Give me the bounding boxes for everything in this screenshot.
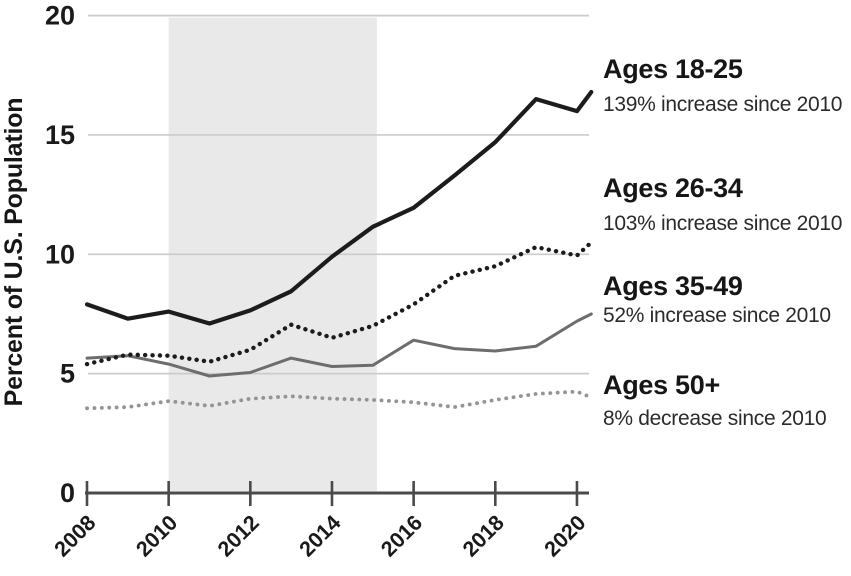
x-tick-label-2018: 2018 [458,511,509,562]
y-tick-label-5: 5 [60,359,75,389]
legend-annotation-ages-26-34: 103% increase since 2010 [603,212,843,236]
legend-label-ages-26-34: Ages 26-34 [603,173,743,203]
x-tick-label-2020: 2020 [540,511,591,562]
y-tick-label-10: 10 [45,239,75,269]
legend-label-ages-18-25: Ages 18-25 [603,54,743,84]
legend-entry-ages-35-49: Ages 35-49 52% increase since 2010 [603,272,851,327]
series-line-ages-50- [85,389,594,411]
series-line-ages-35-49 [85,312,593,378]
y-tick-label-15: 15 [45,120,75,150]
y-tick-label-0: 0 [60,478,75,508]
legend-entry-ages-18-25: Ages 18-25 139% increase since 2010 [603,55,851,116]
legend-annotation-ages-18-25: 139% increase since 2010 [603,93,843,117]
x-tick-label-2016: 2016 [376,511,427,562]
legend-annotation-ages-35-49: 52% increase since 2010 [603,304,831,328]
y-axis-title: Percent of U.S. Population [0,98,28,407]
y-tick-label-20: 20 [45,1,75,31]
legend-label-ages-50-plus: Ages 50+ [603,370,720,400]
series-line-ages-26-34 [84,240,594,367]
x-tick-label-2010: 2010 [131,511,182,562]
legend-label-ages-35-49: Ages 35-49 [603,271,743,301]
x-tick-label-2014: 2014 [295,511,346,562]
legend-entry-ages-26-34: Ages 26-34 103% increase since 2010 [603,174,851,235]
legend-entry-ages-50-plus: Ages 50+ 8% decrease since 2010 [603,371,851,430]
series-line-ages-18-25 [84,89,594,326]
x-tick-label-2012: 2012 [213,511,264,562]
legend-annotation-ages-50-plus: 8% decrease since 2010 [603,407,827,431]
x-tick-label-2008: 2008 [50,511,101,562]
